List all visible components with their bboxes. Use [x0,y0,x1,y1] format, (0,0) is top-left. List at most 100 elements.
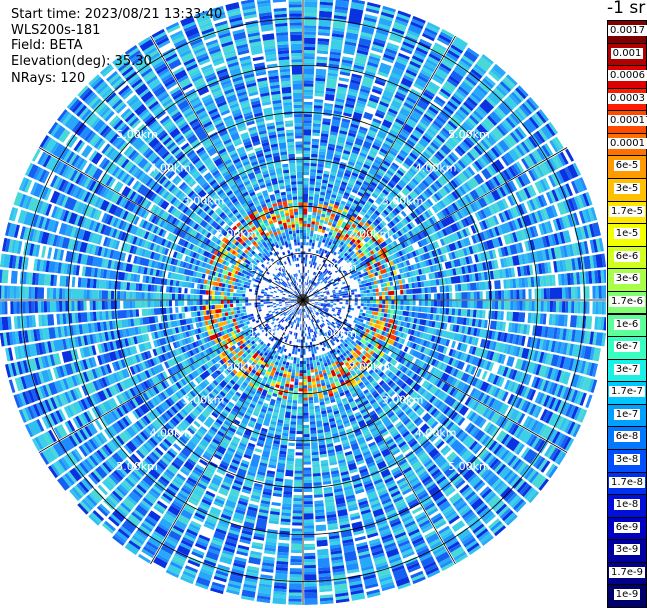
ray-79 [39,300,303,465]
ray-23 [303,191,593,300]
ray-52 [303,300,426,585]
ray-89 [0,300,303,315]
ray-70 [138,300,303,564]
ray-21 [303,162,582,300]
ray-28 [303,269,606,300]
colorbar-tick-3: 0.0003 [607,87,647,112]
ray-111 [165,21,303,300]
colorbar-tick-14: 6e-7 [607,336,647,360]
ring-label-2km-135: 2.00km [349,360,391,373]
ray-0 [303,0,318,300]
ray-66 [194,300,303,590]
ray-38 [303,300,582,438]
start-time-text: Start time: 2023/08/21 13:33:40 [11,7,223,22]
ppi-plot: 1.00km 1.00km 1.00km 1.00km 2.00km 2.00km 2.00… [0,0,606,605]
colorbar-tick-2: 0.0006 [607,65,647,89]
ray-63 [240,300,303,601]
ray-57 [303,300,350,604]
elevation-text: Elevation(deg): 35.30 [11,54,152,69]
ray-26 [303,237,604,300]
colorbar-tick-1: 0.001 [607,42,647,67]
ray-34 [303,300,602,378]
ray-92 [0,253,303,300]
ray-43 [303,300,540,504]
ray-104 [77,85,303,300]
ray-82 [18,300,303,423]
ray-95 [8,207,303,300]
colorbar-tick-18: 6e-8 [607,426,647,450]
spoke-240 [38,299,304,453]
colorbar-tick-5: 0.0001 [607,132,647,157]
ray-99 [31,148,303,300]
ray-49 [303,300,468,564]
ray-35 [303,300,598,393]
colorbar-tick-12: 1.7e-6 [607,290,647,315]
ray-75 [77,300,303,515]
ray-30 [303,300,606,315]
ray-64 [225,300,303,599]
ring-label-1km-135: 1.00km [315,327,357,340]
ray-109 [138,36,303,300]
ray-1 [303,0,334,300]
colorbar-unit-label: -1 sr [607,0,646,18]
ray-96 [13,191,303,300]
range-ring-labels: 1.00km 1.00km 1.00km 1.00km 2.00km 2.00km 2.00… [116,128,489,473]
field-text: Field: BETA [11,38,83,53]
colorbar-tick-11: 3e-6 [607,268,647,292]
ray-46 [303,300,507,537]
ray-47 [303,300,494,546]
ray-33 [303,300,604,363]
ray-105 [88,74,303,300]
ray-112 [180,15,303,300]
colorbar-tick-15: 3e-7 [607,358,647,383]
ray-114 [210,5,303,300]
ray-8 [303,21,441,300]
ray-37 [303,300,588,423]
ray-53 [303,300,412,590]
ray-85 [4,300,303,378]
ray-103 [66,96,303,300]
ray-54 [303,300,396,595]
ring-label-1km-45: 1.00km [315,261,357,274]
ray-56 [303,300,366,601]
ring-label-4km-45: 4.00km [415,161,457,174]
ray-51 [303,300,441,579]
colorbar-tick-10: 6e-6 [607,245,647,270]
ring-label-5km-135: 5.00km [448,460,490,473]
ray-106 [99,63,303,300]
ring-label-1km-225: 1.00km [249,327,291,340]
colorbar-tick-0: 0.0017 [607,20,647,44]
ring-label-5km-315: 5.00km [116,128,158,141]
ring-label-3km-315: 3.00km [183,195,225,208]
ray-94 [4,222,303,300]
colorbar-tick-17: 1e-7 [607,403,647,428]
ring-label-1km-315: 1.00km [249,261,291,274]
colorbar-tick-4: 0.00017 [607,110,647,134]
ray-65 [210,300,303,595]
ring-label-5km-225: 5.00km [116,460,158,473]
ray-16 [303,96,540,300]
ray-113 [194,10,303,300]
ray-5 [303,5,396,300]
ray-61 [272,300,303,605]
ray-58 [303,300,334,605]
ray-32 [303,300,606,347]
ray-69 [151,300,303,572]
ray-101 [47,121,303,300]
ray-22 [303,177,588,300]
nrays-text: NRays: 120 [11,71,86,86]
ray-81 [24,300,303,438]
colorbar-tick-19: 3e-8 [607,448,647,473]
ray-2 [303,0,350,300]
colorbar-tick-6: 6e-5 [607,155,647,180]
ray-102 [57,109,303,300]
ring-label-4km-135: 4.00km [415,427,457,440]
ray-77 [57,300,303,491]
ray-39 [303,300,575,452]
azimuth-spokes [0,0,606,605]
ray-93 [2,237,303,300]
ray-107 [112,54,303,300]
ray-87 [0,300,303,347]
ray-12 [303,54,494,300]
spoke-30 [302,35,456,301]
